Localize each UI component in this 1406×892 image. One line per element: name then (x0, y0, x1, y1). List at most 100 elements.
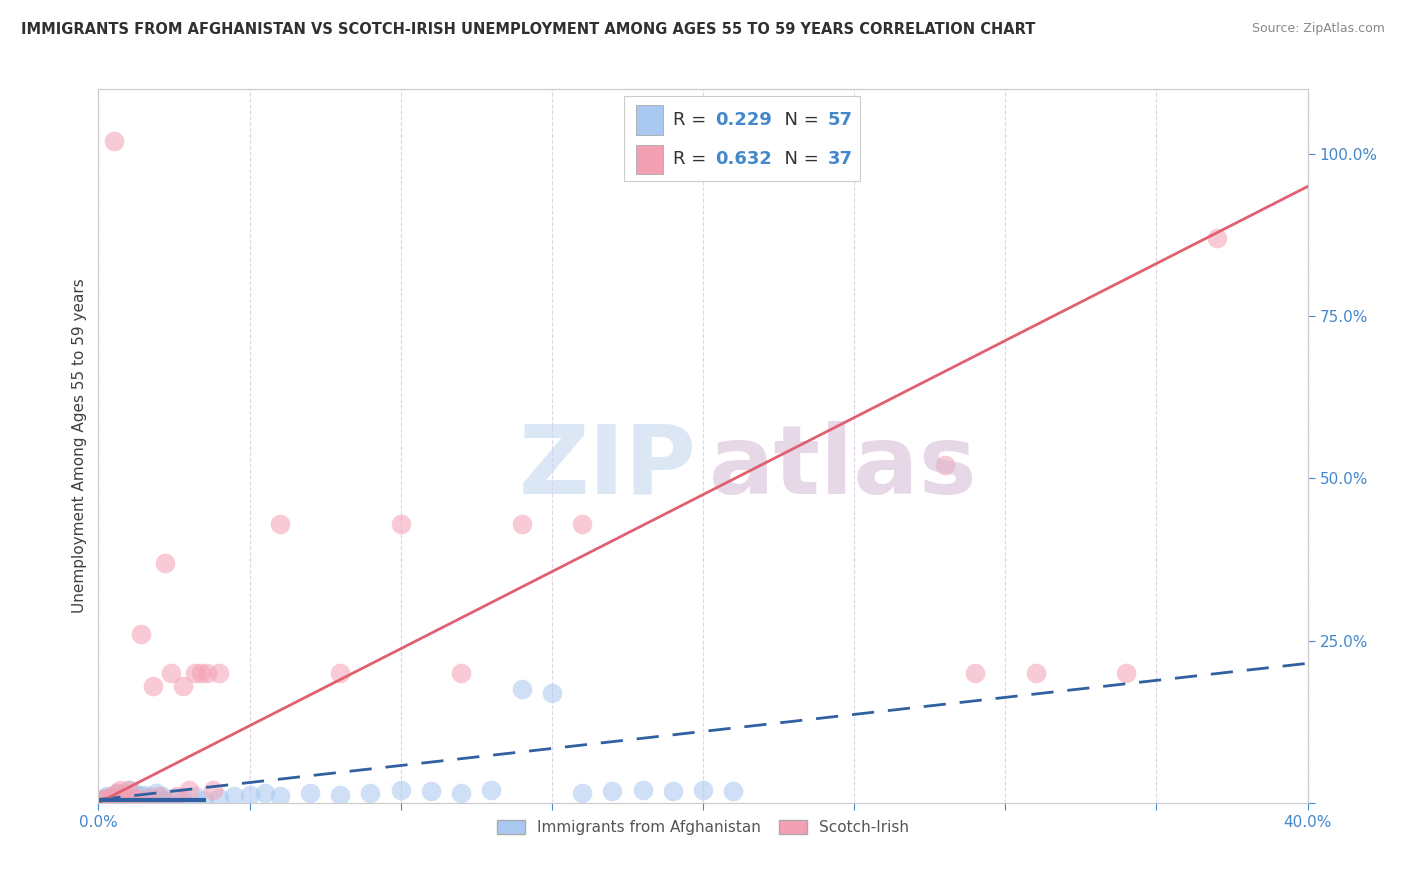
Point (148, 792, 170, 806)
Point (153, 556, 176, 570)
Point (142, 792, 165, 806)
Point (132, 792, 155, 806)
Point (571, 786, 593, 800)
Point (90, 792, 112, 806)
Point (139, 789, 162, 804)
Point (1024, 666, 1046, 681)
Point (661, 784, 683, 798)
Point (108, 789, 131, 804)
Point (100, 790, 122, 805)
Point (118, 792, 141, 806)
Point (329, 666, 352, 681)
Point (224, 789, 246, 804)
Text: 0.229: 0.229 (716, 111, 772, 129)
Point (96, 790, 118, 805)
Point (510, 516, 533, 531)
Point (166, 789, 188, 804)
Point (103, 788, 125, 802)
Text: IMMIGRANTS FROM AFGHANISTAN VS SCOTCH-IRISH UNEMPLOYMENT AMONG AGES 55 TO 59 YEA: IMMIGRANTS FROM AFGHANISTAN VS SCOTCH-IR… (21, 22, 1035, 37)
Point (360, 786, 382, 800)
Point (118, 782, 141, 797)
Point (172, 792, 194, 806)
Point (93, 790, 115, 805)
Point (1115, 666, 1137, 681)
Point (193, 792, 215, 806)
Point (118, 782, 141, 797)
Text: R =: R = (672, 151, 711, 169)
Point (142, 679, 165, 693)
Point (129, 789, 152, 804)
Point (96, 792, 118, 806)
Point (135, 792, 157, 806)
Point (103, 134, 125, 148)
Y-axis label: Unemployment Among Ages 55 to 59 years: Unemployment Among Ages 55 to 59 years (72, 278, 87, 614)
Point (127, 792, 149, 806)
Point (124, 792, 146, 806)
Text: atlas: atlas (709, 421, 977, 514)
Point (692, 782, 714, 797)
Point (121, 790, 143, 805)
Point (208, 666, 231, 681)
Point (269, 516, 291, 531)
Point (124, 786, 146, 800)
Point (163, 790, 186, 805)
Point (184, 666, 207, 681)
Point (108, 792, 131, 806)
Point (571, 516, 593, 531)
Point (93, 792, 115, 806)
Point (135, 790, 157, 805)
Point (103, 792, 125, 806)
Text: N =: N = (773, 111, 825, 129)
Point (723, 784, 745, 798)
Point (195, 666, 218, 681)
Text: 37: 37 (828, 151, 852, 169)
Point (420, 784, 443, 798)
Point (153, 792, 176, 806)
Point (389, 516, 412, 531)
Point (389, 782, 412, 797)
Point (114, 789, 136, 804)
Point (269, 789, 291, 804)
Point (103, 792, 125, 806)
Point (105, 786, 128, 800)
Point (111, 790, 134, 805)
Point (934, 458, 956, 473)
Point (150, 789, 173, 804)
Point (184, 789, 207, 804)
Point (602, 784, 624, 798)
Point (145, 786, 167, 800)
Point (1206, 231, 1229, 245)
Point (965, 666, 987, 681)
Point (160, 666, 183, 681)
Point (124, 790, 146, 805)
Point (100, 789, 122, 804)
Legend: Immigrants from Afghanistan, Scotch-Irish: Immigrants from Afghanistan, Scotch-Iris… (491, 814, 915, 841)
Point (179, 782, 201, 797)
Point (299, 786, 322, 800)
Text: N =: N = (773, 151, 825, 169)
Point (111, 792, 134, 806)
Point (481, 782, 503, 797)
Bar (637, 145, 664, 175)
Bar (637, 105, 664, 135)
Text: ZIP: ZIP (519, 421, 697, 514)
Point (96, 789, 118, 804)
Text: R =: R = (672, 111, 711, 129)
Point (253, 786, 276, 800)
Point (114, 792, 136, 806)
Point (450, 666, 472, 681)
Point (208, 790, 231, 805)
Point (111, 792, 134, 806)
Text: Source: ZipAtlas.com: Source: ZipAtlas.com (1251, 22, 1385, 36)
Point (90, 792, 112, 806)
Point (202, 782, 225, 797)
Point (510, 682, 533, 697)
Point (105, 786, 128, 800)
Point (172, 679, 194, 693)
Point (190, 666, 212, 681)
Point (114, 789, 136, 804)
Point (93, 792, 115, 806)
Text: 57: 57 (828, 111, 852, 129)
Point (108, 782, 131, 797)
Point (148, 789, 170, 804)
